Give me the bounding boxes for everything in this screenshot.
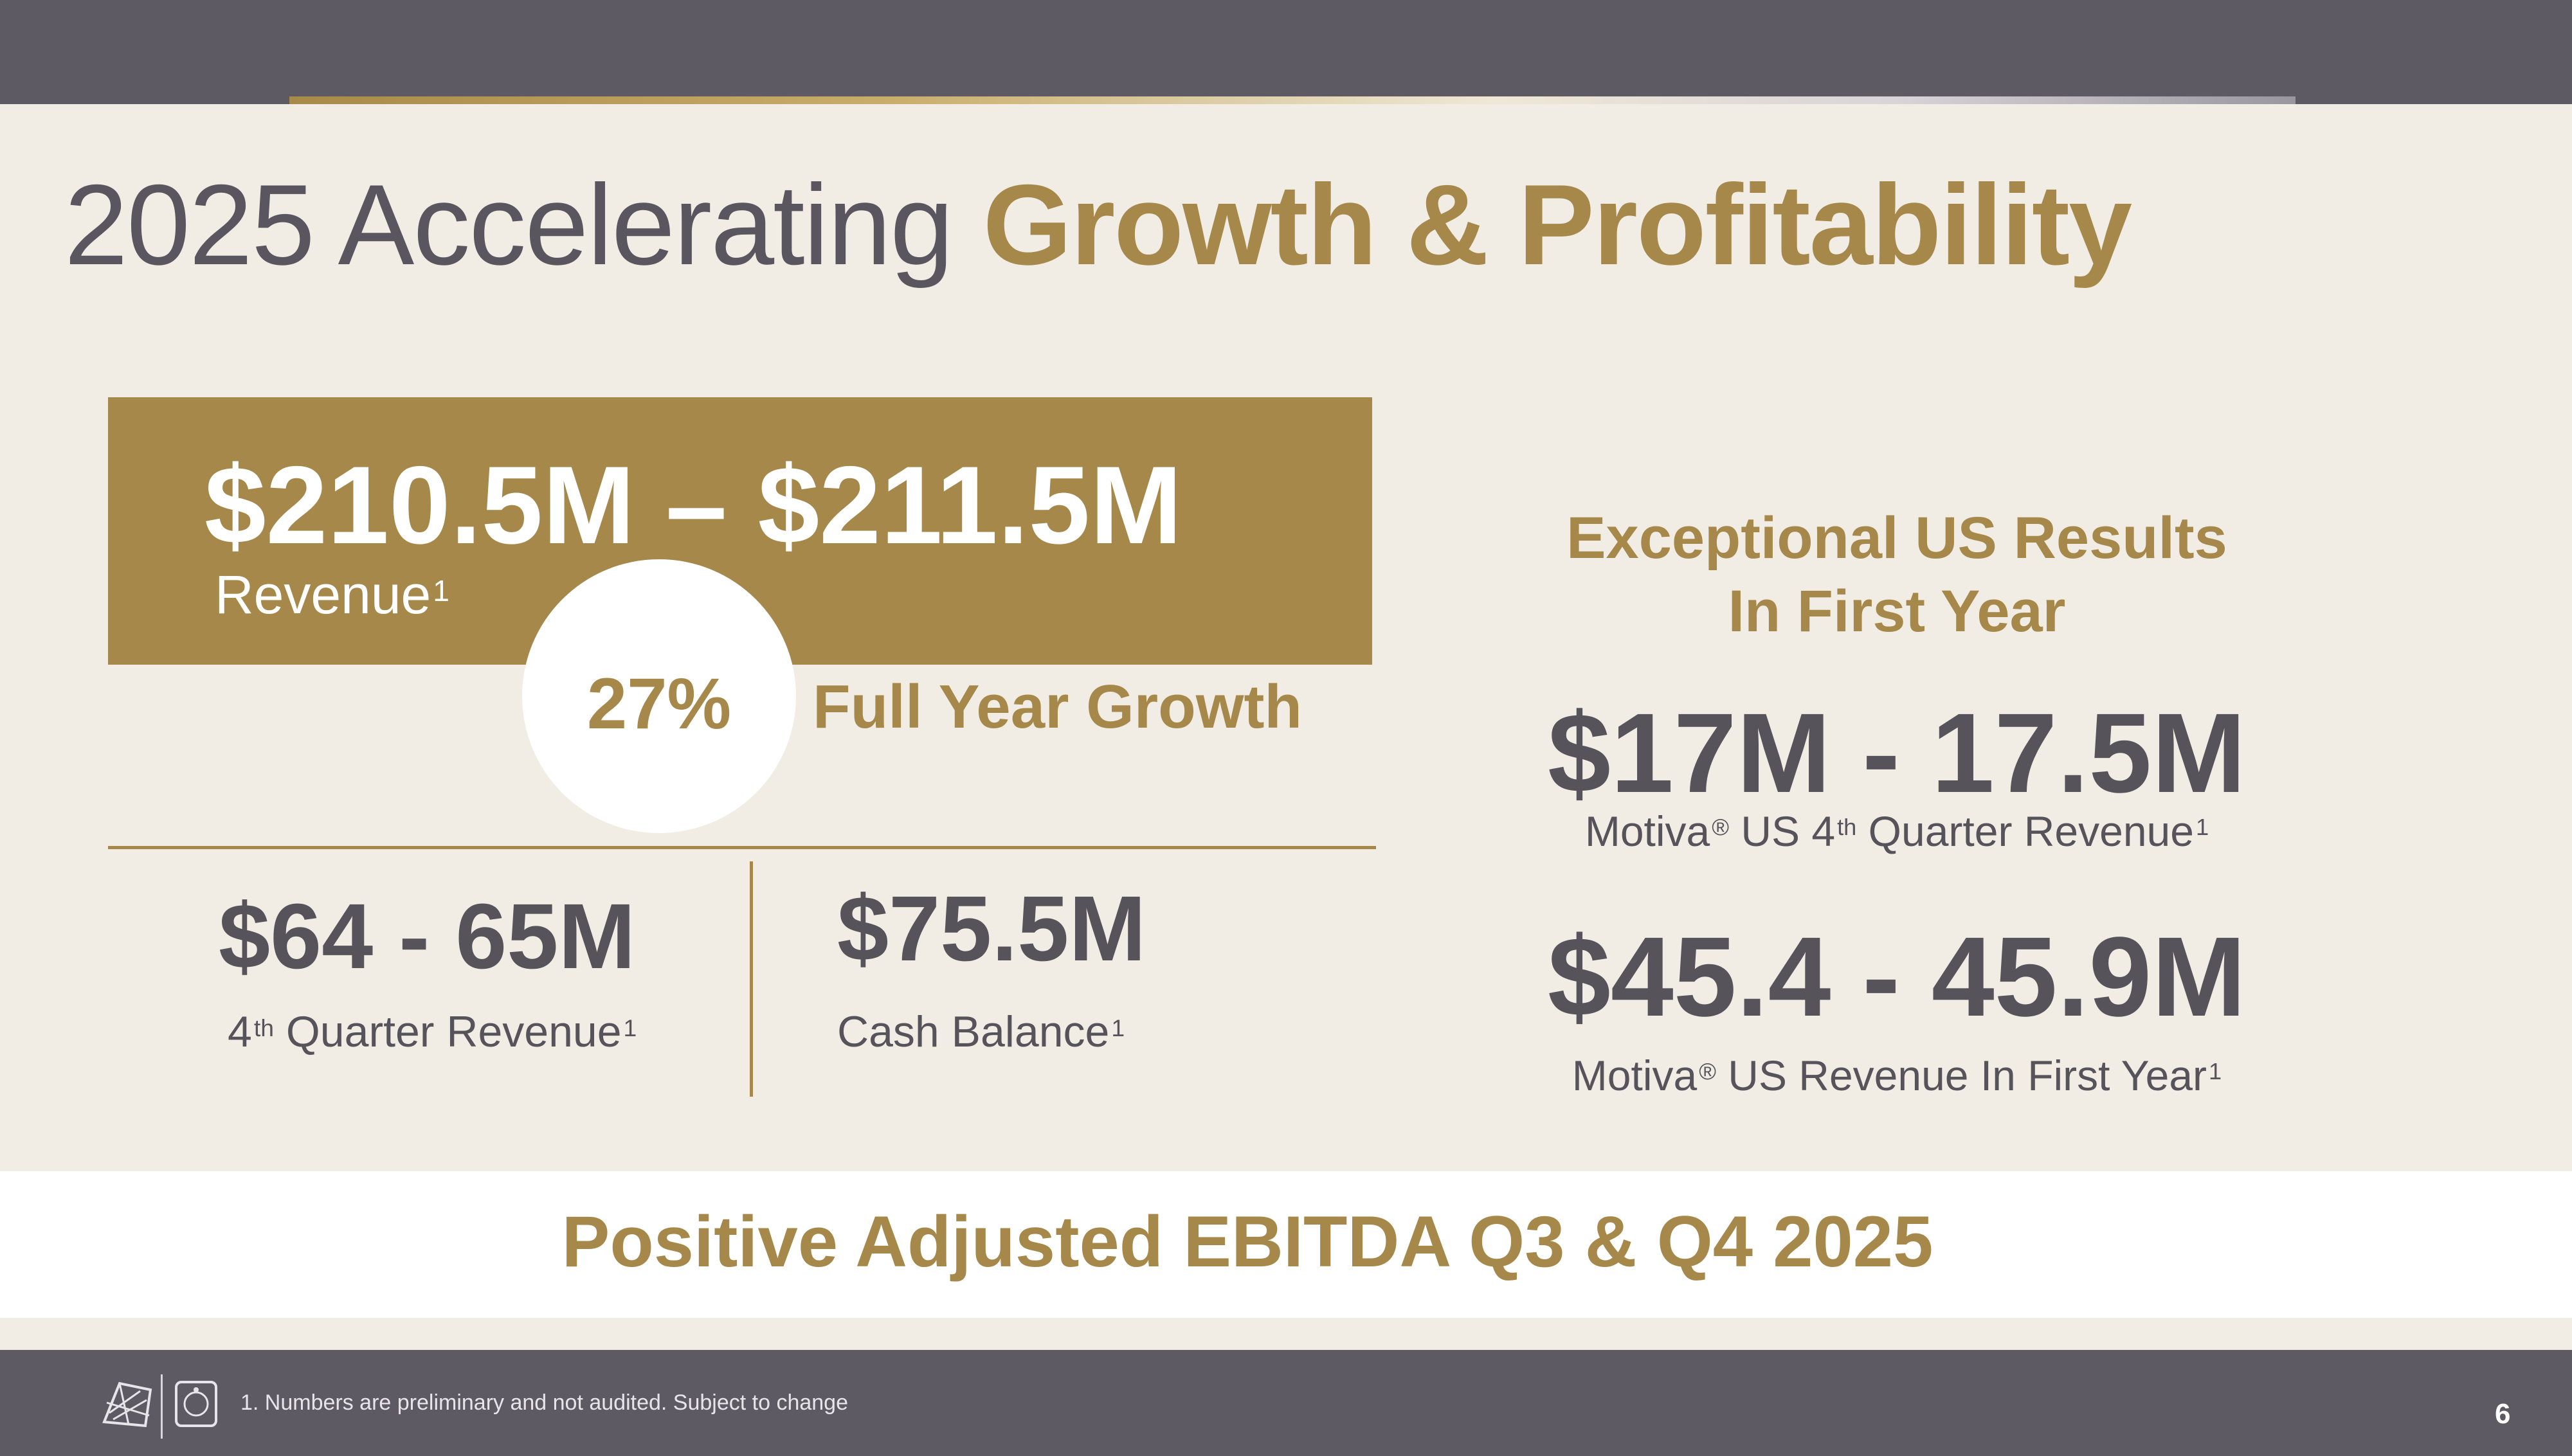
us-heading-line2: In First Year [1728, 579, 2066, 644]
us-q4-revenue-label: Motiva® US 4th Quarter Revenue1 [1505, 802, 2289, 860]
horizontal-divider [108, 846, 1376, 849]
us-heading-line1: Exceptional US Results [1566, 505, 2227, 571]
us-year-label-rest: US Revenue In First Year [1716, 1052, 2207, 1099]
us-results-heading: Exceptional US Results In First Year [1505, 501, 2289, 648]
slide-title: 2025 Accelerating Growth & Profitability [64, 154, 2132, 296]
header-bar [0, 0, 2572, 104]
q4-label-ordinal: th [253, 1014, 275, 1041]
us-q4-revenue-value: $17M - 17.5M [1548, 690, 2246, 816]
footnote: 1. Numbers are preliminary and not audit… [240, 1390, 848, 1415]
page-number: 6 [2495, 1398, 2511, 1430]
revenue-range: $210.5M – $211.5M [204, 444, 1182, 567]
cash-label-text: Cash Balance [837, 1007, 1110, 1056]
q4-label-prefix: 4 [228, 1007, 252, 1056]
q4-revenue-value: $64 - 65M [219, 885, 636, 988]
us-first-year-revenue-value: $45.4 - 45.9M [1548, 914, 2246, 1040]
growth-label: Full Year Growth [813, 672, 1303, 741]
us-q4-label-mid: US 4 [1728, 807, 1836, 855]
us-first-year-revenue-label: Motiva® US Revenue In First Year1 [1505, 1047, 2289, 1104]
us-year-registered-mark: ® [1699, 1058, 1716, 1084]
vertical-divider [750, 861, 753, 1097]
us-q4-registered-mark: ® [1712, 814, 1729, 840]
revenue-label-text: Revenue [215, 564, 431, 625]
q4-revenue-label: 4th Quarter Revenue1 [228, 1003, 637, 1061]
title-light: 2025 Accelerating [64, 161, 954, 289]
us-year-brand: Motiva [1571, 1052, 1698, 1099]
cash-balance-value: $75.5M [837, 877, 1146, 980]
revenue-label: Revenue1 [215, 559, 449, 630]
ebitda-statement: Positive Adjusted EBITDA Q3 & Q4 2025 [561, 1201, 1934, 1282]
company-logo-icon [102, 1381, 152, 1428]
header-gold-rule [289, 96, 2296, 104]
us-q4-brand: Motiva [1584, 807, 1710, 855]
cash-balance-label: Cash Balance1 [837, 1003, 1125, 1061]
brand-square-icon [175, 1381, 217, 1427]
us-q4-label-rest: Quarter Revenue [1856, 807, 2194, 855]
ebitda-band [0, 1171, 2572, 1318]
us-q4-ordinal: th [1837, 814, 1857, 840]
revenue-footnote-ref: 1 [433, 574, 449, 607]
cash-footnote-ref: 1 [1111, 1014, 1125, 1041]
footer-bar [0, 1350, 2572, 1456]
title-accent: Growth & Profitability [983, 161, 2132, 289]
q4-label-rest: Quarter Revenue [274, 1007, 622, 1056]
q4-footnote-ref: 1 [623, 1014, 637, 1041]
us-year-footnote-ref: 1 [2209, 1058, 2222, 1084]
logo-separator [161, 1374, 163, 1439]
growth-percent: 27% [586, 663, 732, 744]
us-q4-footnote-ref: 1 [2195, 814, 2209, 840]
growth-circle [522, 559, 796, 833]
